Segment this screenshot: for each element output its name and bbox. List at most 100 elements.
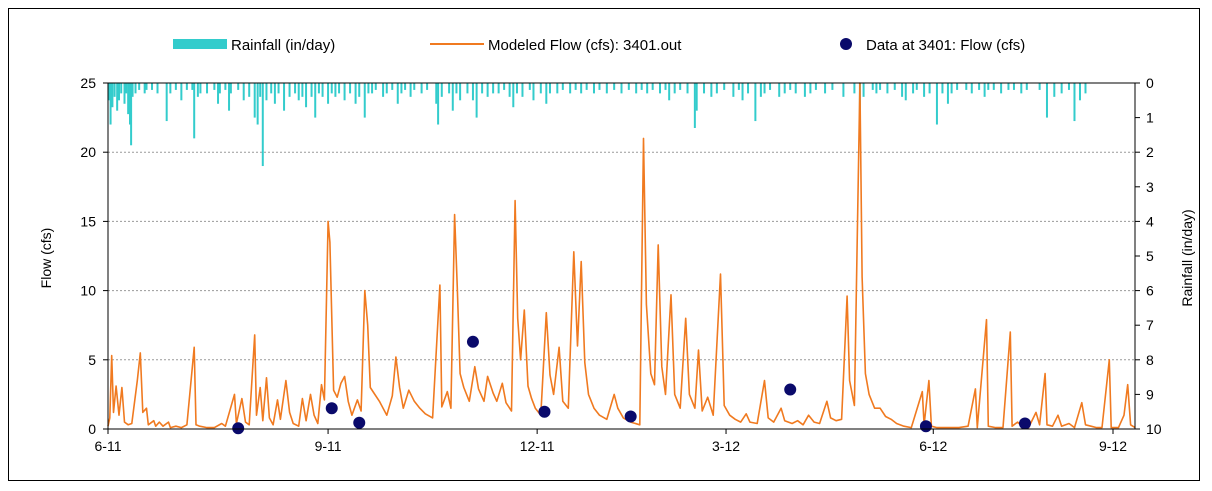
rainfall-bar: [492, 83, 495, 94]
rainfall-bar: [809, 83, 812, 94]
rainfall-bar: [1045, 83, 1048, 118]
rainfall-bar: [481, 83, 484, 94]
rainfall-bar: [592, 83, 595, 94]
rainfall-bar: [270, 83, 273, 94]
y-right-tick-label: 2: [1146, 144, 1154, 160]
rainfall-bar: [754, 83, 757, 122]
y-left-tick-label: 25: [80, 75, 96, 91]
rainfall-bar: [242, 83, 245, 101]
rainfall-bar: [404, 83, 407, 90]
rainfall-bar: [1012, 83, 1015, 90]
rainfall-bar: [151, 83, 154, 90]
rainfall-bar: [109, 83, 112, 125]
rainfall-bar: [1067, 83, 1070, 90]
rainfall-bar: [305, 83, 308, 108]
rainfall-bar: [923, 83, 926, 97]
rainfall-bar: [113, 83, 116, 97]
rainfall-bar: [528, 83, 531, 90]
rainfall-bar: [199, 83, 202, 94]
x-tick-label: 6-12: [919, 438, 947, 454]
rainfall-bar: [218, 83, 221, 94]
rainfall-bar: [668, 83, 671, 101]
y-left-tick-label: 10: [80, 283, 96, 299]
rainfall-bar: [169, 83, 172, 94]
rainfall-bar: [893, 83, 896, 90]
rainfall-bar: [127, 83, 130, 115]
rainfall-bar: [277, 83, 280, 94]
rainfall-bar: [640, 83, 643, 90]
rainfall-bar: [946, 83, 949, 104]
rainfall-bar: [831, 83, 834, 90]
rainfall-bar: [180, 83, 183, 101]
observed-flow-point: [466, 335, 479, 348]
rainfall-bar: [224, 83, 227, 90]
rainfall-bar: [646, 83, 649, 94]
rainfall-bar: [875, 83, 878, 94]
rainfall-bar: [904, 83, 907, 101]
rainfall-bar: [532, 83, 535, 101]
y-left-tick-label: 15: [80, 213, 96, 229]
rainfall-bar: [459, 83, 462, 101]
rainfall-bar: [294, 83, 297, 94]
rainfall-bar: [853, 83, 856, 94]
rainfall-bar: [185, 83, 188, 90]
rainfall-bar: [382, 83, 385, 97]
rainfall-bar: [297, 83, 300, 101]
observed-flow-point: [919, 420, 932, 433]
rainfall-bar: [715, 83, 718, 94]
rainfall-bar: [862, 83, 865, 97]
rainfall-bar: [349, 83, 352, 94]
rainfall-bar: [574, 83, 577, 90]
legend-data-label: Data at 3401: Flow (cfs): [866, 37, 1025, 54]
rainfall-bar: [400, 83, 403, 94]
rainfall-bar: [248, 83, 251, 97]
rainfall-bar: [256, 83, 259, 125]
rainfall-bar: [448, 83, 451, 94]
rainfall-bar: [130, 83, 133, 146]
rainfall-bar: [605, 83, 608, 94]
rainfall-bar: [213, 83, 216, 90]
rainfall-bar: [759, 83, 762, 97]
rainfall-bar: [451, 83, 454, 111]
rainfall-bars: [108, 83, 1087, 167]
x-tick-label: 12-11: [520, 438, 555, 454]
rainfall-bar: [437, 83, 440, 125]
rainfall-bar: [928, 83, 931, 94]
x-tick-label: 9-12: [1099, 438, 1127, 454]
rainfall-bar: [327, 83, 330, 104]
y-right-axis-title: Rainfall (in/day): [1179, 209, 1195, 306]
observed-flow-point: [353, 416, 366, 429]
rainfall-bar: [915, 83, 918, 90]
x-tick-label: 3-12: [712, 438, 740, 454]
rainfall-bar: [409, 83, 412, 97]
rainfall-bar: [693, 83, 696, 128]
rainfall-bar: [1007, 83, 1010, 90]
rainfall-bar: [539, 83, 542, 94]
rainfall-bar: [561, 83, 564, 90]
rainfall-bar: [627, 83, 630, 90]
rainfall-bar: [1073, 83, 1076, 122]
rainfall-bar: [871, 83, 874, 90]
rainfall-bar: [156, 83, 159, 94]
rainfall-bar: [703, 83, 706, 94]
legend-data-swatch: [840, 38, 852, 50]
rainfall-bar: [1060, 83, 1063, 94]
rainfall-bar: [732, 83, 735, 97]
observed-flow-point: [232, 422, 245, 435]
rainfall-bar: [354, 83, 357, 104]
y-right-tick-label: 8: [1146, 352, 1154, 368]
rainfall-bar: [1053, 83, 1056, 97]
rainfall-bar: [413, 83, 416, 90]
rainfall-bar: [191, 83, 194, 90]
rainfall-bar: [391, 83, 394, 90]
y-right-tick-label: 6: [1146, 283, 1154, 299]
rainfall-bar: [314, 83, 317, 118]
rainfall-bar: [426, 83, 429, 90]
rainfall-bar: [679, 83, 682, 90]
rainfall-bar: [288, 83, 291, 97]
rainfall-bar: [385, 83, 388, 94]
rainfall-bar: [165, 83, 168, 122]
rainfall-bar: [664, 83, 667, 90]
rainfall-bar: [970, 83, 973, 94]
